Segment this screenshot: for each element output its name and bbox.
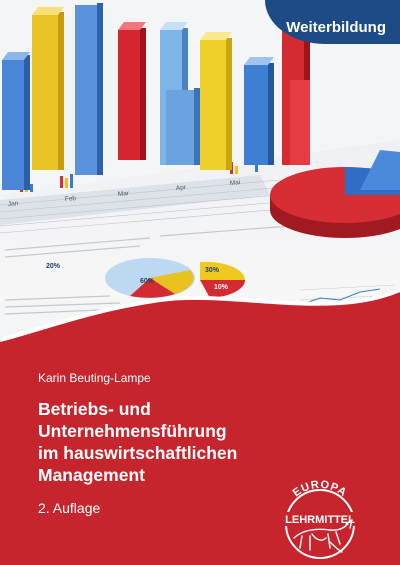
book-title: Betriebs- und Unternehmensführung im hau… <box>38 398 328 486</box>
logo-bottom-text: LEHRMITTEL <box>285 514 355 526</box>
month-label-feb: Feb <box>65 195 77 203</box>
series-badge: Weiterbildung <box>265 0 400 44</box>
month-label-mar: Mar <box>118 190 131 198</box>
title-line-2: Unternehmensführung <box>38 421 227 441</box>
svg-text:EUROPA: EUROPA <box>291 479 349 500</box>
month-label-mai: Mai <box>230 179 241 187</box>
europa-bull-logo-icon <box>293 519 353 553</box>
business-charts-illustration: Jan Feb Mar Apr Mai <box>0 0 400 342</box>
pie-label-30: 30% <box>205 267 220 274</box>
logo-top-text: EUROPA <box>291 479 348 500</box>
title-line-4: Management <box>38 465 145 485</box>
series-badge-label: Weiterbildung <box>286 19 386 36</box>
pie-label-10: 10% <box>214 284 229 291</box>
author-name: Karin Beuting-Lampe <box>38 371 151 385</box>
edition-label: 2. Auflage <box>38 500 101 516</box>
pie-label-60: 60% <box>140 278 155 285</box>
title-line-1: Betriebs- und <box>38 399 151 419</box>
europa-lehrmittel-logo: EUROPA LEHRMITTEL <box>276 479 364 559</box>
pie-label-20: 20% <box>46 263 61 270</box>
month-label-jan: Jan <box>8 200 19 208</box>
month-label-apr: Apr <box>176 184 188 192</box>
title-line-3: im hauswirtschaftlichen <box>38 443 238 463</box>
